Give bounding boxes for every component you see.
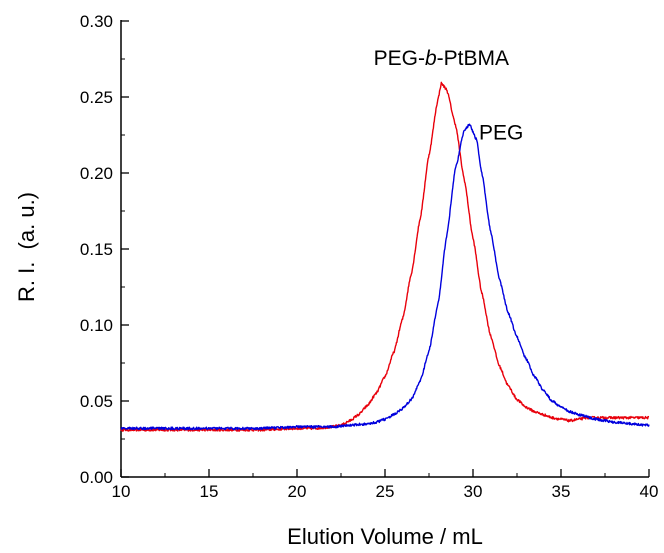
y-axis-title: R. I. (a. u.)	[14, 192, 39, 302]
y-tick-label: 0.10	[80, 316, 113, 335]
x-tick-label: 35	[552, 482, 571, 501]
x-tick-label: 25	[376, 482, 395, 501]
chart-labels: PEG-b-PtBMA PEG	[374, 47, 524, 144]
x-tick-label: 30	[464, 482, 483, 501]
x-tick-label: 10	[112, 482, 131, 501]
y-tick-label: 0.15	[80, 240, 113, 259]
series-line-peg	[120, 123, 650, 431]
y-tick-label: 0.05	[80, 392, 113, 411]
chart-series	[120, 81, 650, 432]
x-axis-title: Elution Volume / mL	[287, 524, 483, 549]
x-tick-label: 20	[288, 482, 307, 501]
x-tick-label: 40	[640, 482, 659, 501]
series-label-peg: PEG	[479, 122, 523, 145]
y-tick-label: 0.25	[80, 88, 113, 107]
series-line-peg-b-ptbma	[120, 81, 650, 432]
y-tick-label: 0.20	[80, 164, 113, 183]
x-tick-label: 15	[200, 482, 219, 501]
series-label-peg-b-ptbma: PEG-b-PtBMA	[374, 47, 509, 70]
chart-axes: 10 15 20 25 30 35 40 0.00 0.05 0.10 0.15 0.20 0.25 0.…	[80, 12, 659, 501]
y-tick-label: 0.00	[80, 468, 113, 487]
y-tick-label: 0.30	[80, 12, 113, 31]
